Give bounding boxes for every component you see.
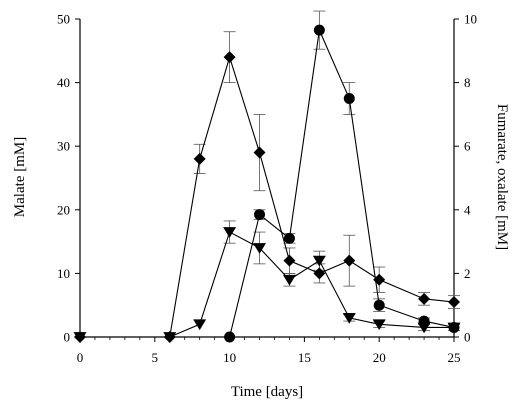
point-triangle-down xyxy=(417,322,431,334)
x-tick-label: 0 xyxy=(77,350,84,365)
x-tick-label: 5 xyxy=(152,350,159,365)
y-left-tick-label: 40 xyxy=(57,75,70,90)
point-diamond xyxy=(418,292,431,305)
y-right-tick-label: 10 xyxy=(464,12,477,27)
series-line-triangle-down xyxy=(80,231,454,338)
point-triangle-down xyxy=(342,313,356,324)
point-triangle-down xyxy=(193,319,207,331)
x-tick-label: 15 xyxy=(298,350,311,365)
point-triangle-down xyxy=(372,319,386,331)
point-diamond xyxy=(253,146,266,159)
y-right-tick-label: 0 xyxy=(464,330,471,345)
point-triangle-down xyxy=(73,332,87,343)
point-diamond xyxy=(448,296,460,309)
y-axis-left-label: Malate [mM] xyxy=(12,137,28,217)
x-tick-label: 25 xyxy=(448,350,461,365)
point-triangle-down xyxy=(312,255,326,267)
y-left-tick-label: 50 xyxy=(57,12,70,27)
series-line-diamond xyxy=(80,55,455,338)
y-left-tick-label: 20 xyxy=(57,202,70,217)
series-lines xyxy=(80,28,455,338)
series-markers xyxy=(73,24,461,343)
y-left-tick-label: 0 xyxy=(64,330,71,345)
y-right-tick-label: 4 xyxy=(464,202,471,217)
point-diamond xyxy=(193,152,206,165)
point-circle xyxy=(283,232,295,244)
point-circle xyxy=(313,24,325,36)
point-triangle-down xyxy=(223,227,237,238)
x-axis-label: Time [days] xyxy=(231,384,303,400)
x-tick-label: 20 xyxy=(373,350,386,365)
point-diamond xyxy=(283,254,296,267)
point-circle xyxy=(254,209,266,221)
point-diamond xyxy=(373,273,386,286)
point-circle xyxy=(224,331,236,343)
point-circle xyxy=(373,299,385,311)
point-diamond xyxy=(223,51,236,64)
y-left-tick-label: 10 xyxy=(57,266,70,281)
point-triangle-down xyxy=(447,322,461,334)
point-diamond xyxy=(343,254,356,267)
point-diamond xyxy=(313,267,326,280)
series-line-circle xyxy=(229,28,455,338)
point-triangle-down xyxy=(163,332,177,343)
y-right-tick-label: 6 xyxy=(464,139,471,154)
point-circle xyxy=(343,93,355,104)
y-right-tick-label: 2 xyxy=(464,266,471,281)
point-triangle-down xyxy=(282,274,296,286)
y-left-tick-label: 30 xyxy=(57,139,70,154)
y-axis-right-label: Fumarate, oxalate [mM] xyxy=(494,104,510,250)
x-tick-label: 10 xyxy=(223,350,236,365)
y-right-tick-label: 8 xyxy=(464,75,471,90)
point-triangle-down xyxy=(253,243,267,254)
